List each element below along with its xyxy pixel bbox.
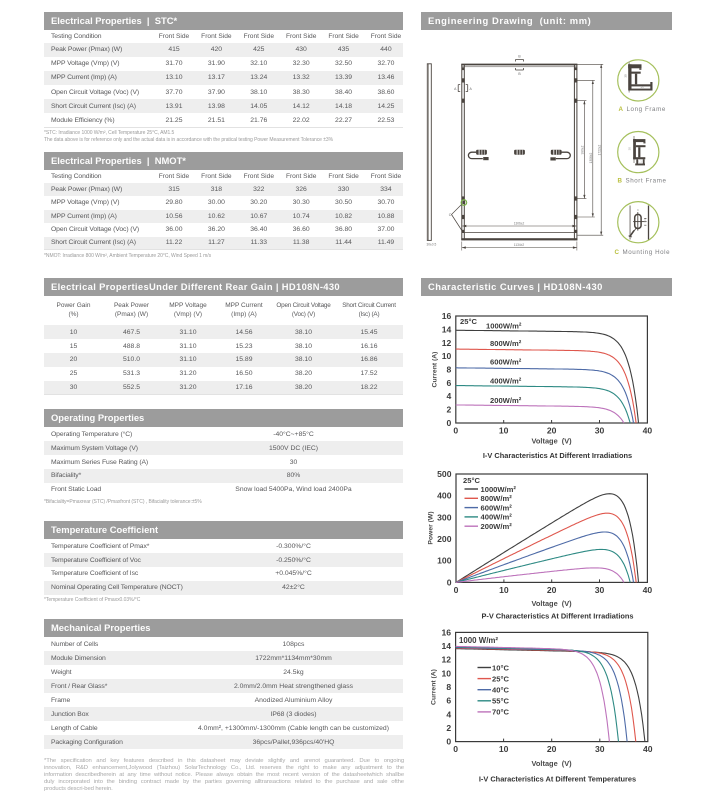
- svg-text:1.1: 1.1: [638, 160, 642, 164]
- svg-text:500: 500: [437, 469, 452, 479]
- svg-text:10: 10: [499, 585, 509, 595]
- svg-text:1000W/m²: 1000W/m²: [481, 485, 517, 494]
- svg-text:Current (A): Current (A): [432, 352, 439, 388]
- svg-text:400W/m²: 400W/m²: [481, 513, 513, 522]
- svg-text:10: 10: [442, 668, 452, 678]
- svg-text:I-V Characteristics At Differe: I-V Characteristics At Different Irradia…: [483, 451, 632, 460]
- svg-text:14: 14: [643, 219, 647, 223]
- svg-text:1000W/m²: 1000W/m²: [486, 322, 522, 331]
- svg-text:1306±2: 1306±2: [589, 152, 593, 163]
- svg-text:70°C: 70°C: [492, 708, 509, 717]
- svg-text:6: 6: [447, 378, 452, 388]
- svg-text:B: B: [618, 178, 623, 185]
- svg-text:800W/m²: 800W/m²: [490, 339, 522, 348]
- svg-text:Voltage (V): Voltage (V): [532, 759, 573, 768]
- svg-text:6: 6: [446, 696, 451, 706]
- svg-text:Short Frame: Short Frame: [626, 178, 667, 185]
- svg-text:40: 40: [643, 426, 653, 436]
- svg-text:9: 9: [637, 208, 639, 212]
- svg-text:16: 16: [442, 627, 452, 637]
- svg-text:400W/m²: 400W/m²: [490, 377, 522, 386]
- svg-text:1306±2: 1306±2: [514, 222, 525, 226]
- svg-text:200W/m²: 200W/m²: [481, 522, 513, 531]
- svg-text:25°C: 25°C: [463, 476, 480, 485]
- svg-text:8: 8: [446, 682, 451, 692]
- svg-text:30±0.5: 30±0.5: [427, 243, 437, 247]
- svg-text:25°C: 25°C: [492, 674, 509, 683]
- svg-text:A: A: [469, 87, 472, 91]
- svg-text:4: 4: [447, 391, 452, 401]
- svg-text:600W/m²: 600W/m²: [481, 503, 513, 512]
- svg-text:0: 0: [454, 585, 459, 595]
- svg-text:55°C: 55°C: [492, 697, 509, 706]
- svg-text:0: 0: [453, 744, 458, 754]
- svg-text:40: 40: [643, 585, 653, 595]
- svg-text:10: 10: [499, 744, 509, 754]
- svg-text:100: 100: [437, 556, 452, 566]
- svg-text:2: 2: [447, 405, 452, 415]
- svg-text:600W/m²: 600W/m²: [490, 358, 522, 367]
- svg-text:A: A: [619, 106, 624, 113]
- svg-text:C: C: [615, 249, 620, 256]
- svg-text:Voltage (V): Voltage (V): [532, 599, 573, 608]
- svg-text:0: 0: [447, 577, 452, 587]
- svg-text:30: 30: [628, 147, 632, 151]
- svg-text:200: 200: [437, 534, 452, 544]
- svg-text:10: 10: [442, 351, 452, 361]
- svg-text:990±2: 990±2: [580, 145, 584, 154]
- svg-text:4: 4: [446, 709, 451, 719]
- svg-text:30: 30: [624, 74, 628, 78]
- svg-text:30: 30: [595, 585, 605, 595]
- svg-text:I-V Characteristics At Differe: I-V Characteristics At Different Tempera…: [479, 775, 636, 784]
- svg-text:0: 0: [453, 426, 458, 436]
- svg-text:40: 40: [643, 744, 653, 754]
- svg-text:10: 10: [499, 426, 509, 436]
- svg-text:8: 8: [447, 365, 452, 375]
- svg-text:30: 30: [595, 744, 605, 754]
- svg-text:A: A: [454, 87, 457, 91]
- svg-text:12: 12: [442, 338, 452, 348]
- svg-text:2: 2: [446, 723, 451, 733]
- svg-text:300: 300: [437, 512, 452, 522]
- svg-text:12: 12: [442, 655, 452, 665]
- svg-text:16: 16: [442, 311, 452, 321]
- svg-text:Power (W): Power (W): [428, 511, 435, 544]
- svg-text:1722±2: 1722±2: [597, 144, 601, 155]
- svg-text:20: 20: [547, 426, 557, 436]
- svg-text:P-V Characteristics At Differe: P-V Characteristics At Different Irradia…: [481, 612, 633, 621]
- svg-text:20: 20: [547, 744, 557, 754]
- svg-text:20: 20: [547, 585, 557, 595]
- svg-text:Current (A): Current (A): [431, 669, 438, 705]
- svg-text:1000 W/m²: 1000 W/m²: [459, 636, 498, 645]
- svg-text:40°C: 40°C: [492, 686, 509, 695]
- svg-text:14: 14: [442, 641, 452, 651]
- svg-text:Voltage (V): Voltage (V): [532, 437, 573, 446]
- svg-text:C: C: [449, 213, 452, 217]
- svg-text:Long Frame: Long Frame: [627, 106, 666, 113]
- svg-text:Mounting Hole: Mounting Hole: [623, 249, 671, 256]
- svg-text:B: B: [518, 72, 521, 76]
- svg-text:0: 0: [447, 418, 452, 428]
- svg-text:B: B: [518, 55, 521, 59]
- svg-text:10°C: 10°C: [492, 663, 509, 672]
- svg-text:35: 35: [640, 85, 644, 89]
- svg-text:25°C: 25°C: [460, 317, 477, 326]
- svg-text:30: 30: [595, 426, 605, 436]
- svg-text:1134±2: 1134±2: [514, 243, 525, 247]
- svg-text:0: 0: [446, 737, 451, 747]
- svg-text:200W/m²: 200W/m²: [490, 396, 522, 405]
- svg-text:400: 400: [437, 491, 452, 501]
- svg-text:14: 14: [442, 324, 452, 334]
- svg-text:800W/m²: 800W/m²: [481, 494, 513, 503]
